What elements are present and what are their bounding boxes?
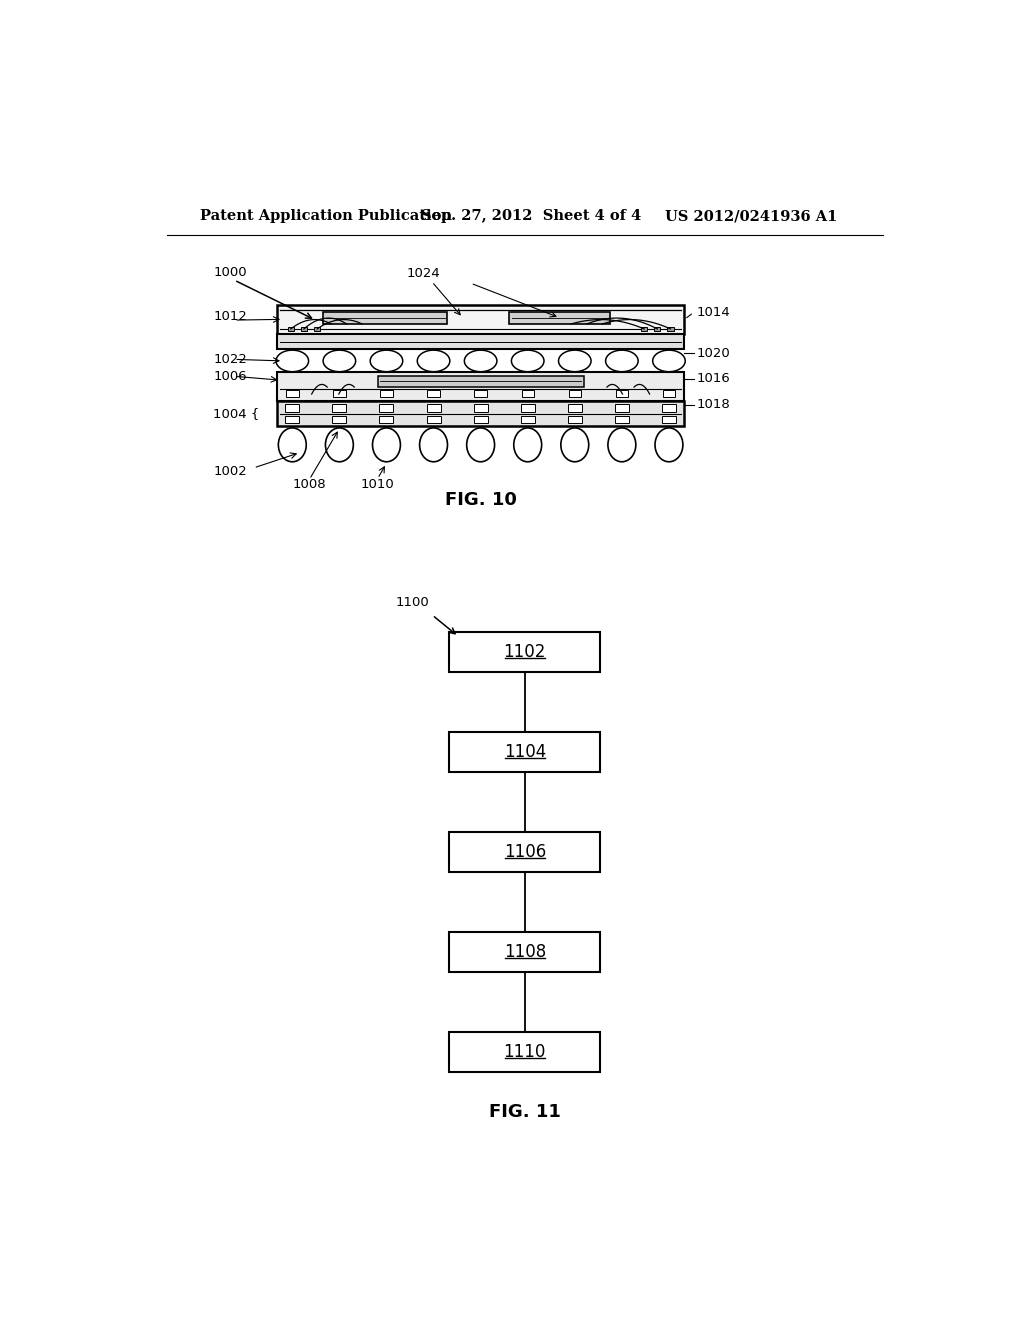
Bar: [474, 391, 486, 397]
Ellipse shape: [373, 428, 400, 462]
Ellipse shape: [558, 350, 591, 372]
Bar: [668, 327, 674, 331]
Text: Sep. 27, 2012  Sheet 4 of 4: Sep. 27, 2012 Sheet 4 of 4: [421, 209, 641, 223]
Bar: [333, 404, 346, 412]
Bar: [568, 391, 581, 397]
Bar: [521, 391, 534, 397]
Text: 1010: 1010: [360, 478, 394, 491]
Bar: [662, 404, 676, 412]
Ellipse shape: [514, 428, 542, 462]
Bar: [654, 327, 660, 331]
Ellipse shape: [276, 350, 308, 372]
Text: 1000: 1000: [213, 265, 247, 279]
Bar: [474, 404, 487, 412]
Text: 1100: 1100: [395, 597, 429, 610]
Bar: [450, 1032, 600, 1072]
Bar: [380, 404, 393, 412]
Text: 1004 {: 1004 {: [213, 407, 260, 420]
Bar: [276, 305, 684, 334]
Bar: [380, 391, 392, 397]
Bar: [276, 372, 684, 401]
Bar: [450, 832, 600, 873]
Bar: [288, 327, 294, 331]
Bar: [286, 391, 299, 397]
Bar: [568, 416, 582, 424]
Bar: [380, 416, 393, 424]
Bar: [450, 632, 600, 672]
Text: Patent Application Publication: Patent Application Publication: [200, 209, 452, 223]
Text: 1022: 1022: [213, 352, 247, 366]
Bar: [301, 327, 307, 331]
Text: 1014: 1014: [696, 306, 730, 319]
Bar: [450, 932, 600, 973]
Ellipse shape: [608, 428, 636, 462]
Ellipse shape: [464, 350, 497, 372]
Bar: [450, 733, 600, 772]
Bar: [276, 334, 684, 350]
Bar: [333, 416, 346, 424]
Ellipse shape: [561, 428, 589, 462]
Text: 1012: 1012: [213, 310, 247, 323]
Bar: [568, 404, 582, 412]
Text: 1016: 1016: [696, 372, 730, 385]
Ellipse shape: [420, 428, 447, 462]
Text: FIG. 11: FIG. 11: [488, 1104, 561, 1122]
Ellipse shape: [417, 350, 450, 372]
Bar: [509, 312, 610, 323]
Ellipse shape: [371, 350, 402, 372]
Text: 1018: 1018: [696, 399, 730, 412]
Bar: [521, 416, 535, 424]
Bar: [286, 404, 299, 412]
Text: 1108: 1108: [504, 944, 546, 961]
Text: 1024: 1024: [407, 268, 440, 280]
Text: 1020: 1020: [696, 347, 730, 360]
Bar: [427, 391, 439, 397]
Ellipse shape: [279, 428, 306, 462]
Bar: [333, 391, 345, 397]
Text: 1110: 1110: [504, 1043, 546, 1061]
Ellipse shape: [655, 428, 683, 462]
Ellipse shape: [652, 350, 685, 372]
Ellipse shape: [511, 350, 544, 372]
Bar: [286, 416, 299, 424]
Text: 1106: 1106: [504, 843, 546, 861]
Bar: [641, 327, 647, 331]
Ellipse shape: [605, 350, 638, 372]
Bar: [427, 404, 440, 412]
Bar: [663, 391, 675, 397]
Bar: [427, 416, 440, 424]
Text: US 2012/0241936 A1: US 2012/0241936 A1: [665, 209, 838, 223]
Bar: [615, 391, 628, 397]
Bar: [614, 404, 629, 412]
Bar: [314, 327, 321, 331]
Text: 1104: 1104: [504, 743, 546, 762]
Bar: [521, 404, 535, 412]
Text: FIG. 10: FIG. 10: [444, 491, 516, 510]
Ellipse shape: [467, 428, 495, 462]
Text: 1102: 1102: [504, 643, 546, 661]
Ellipse shape: [326, 428, 353, 462]
Bar: [614, 416, 629, 424]
Bar: [276, 401, 684, 426]
Text: 1006: 1006: [213, 370, 247, 383]
Bar: [474, 416, 487, 424]
Ellipse shape: [324, 350, 355, 372]
Text: 1008: 1008: [293, 478, 327, 491]
Text: 1002: 1002: [213, 465, 247, 478]
Bar: [378, 376, 584, 387]
Bar: [662, 416, 676, 424]
Bar: [324, 312, 447, 323]
